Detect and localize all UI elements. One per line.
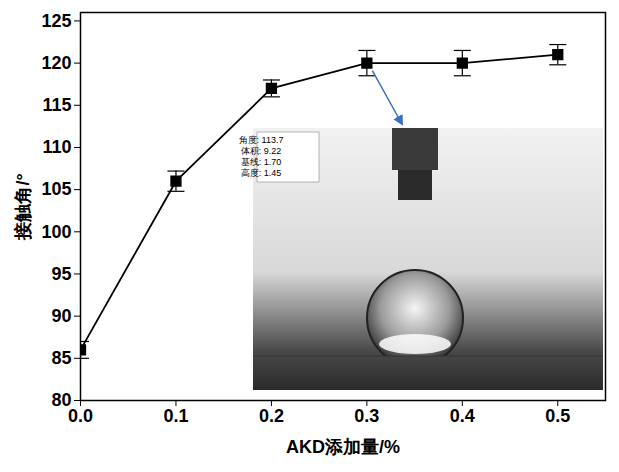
- svg-text:90: 90: [51, 306, 71, 326]
- svg-text:AKD添加量/%: AKD添加量/%: [286, 437, 400, 457]
- svg-text:0.0: 0.0: [68, 406, 93, 426]
- svg-text:125: 125: [41, 11, 71, 31]
- svg-text:接触角/°: 接触角/°: [13, 173, 33, 240]
- svg-text:0.5: 0.5: [545, 406, 570, 426]
- svg-text:105: 105: [41, 179, 71, 199]
- svg-text:0.3: 0.3: [354, 406, 379, 426]
- svg-text:80: 80: [51, 390, 72, 411]
- svg-text:体积: 9.22: 体积: 9.22: [241, 146, 282, 156]
- svg-text:0.1: 0.1: [163, 406, 188, 426]
- svg-text:0.4: 0.4: [450, 406, 475, 426]
- svg-text:角度: 113.7: 角度: 113.7: [239, 135, 284, 145]
- svg-text:基线: 1.70: 基线: 1.70: [241, 157, 282, 167]
- svg-text:85: 85: [51, 348, 71, 368]
- svg-text:100: 100: [41, 222, 71, 242]
- svg-text:110: 110: [42, 137, 71, 157]
- svg-text:95: 95: [51, 264, 71, 284]
- svg-text:120: 120: [41, 53, 71, 73]
- svg-text:0.2: 0.2: [259, 406, 284, 426]
- svg-text:115: 115: [42, 95, 71, 115]
- svg-text:高度: 1.45: 高度: 1.45: [241, 168, 282, 178]
